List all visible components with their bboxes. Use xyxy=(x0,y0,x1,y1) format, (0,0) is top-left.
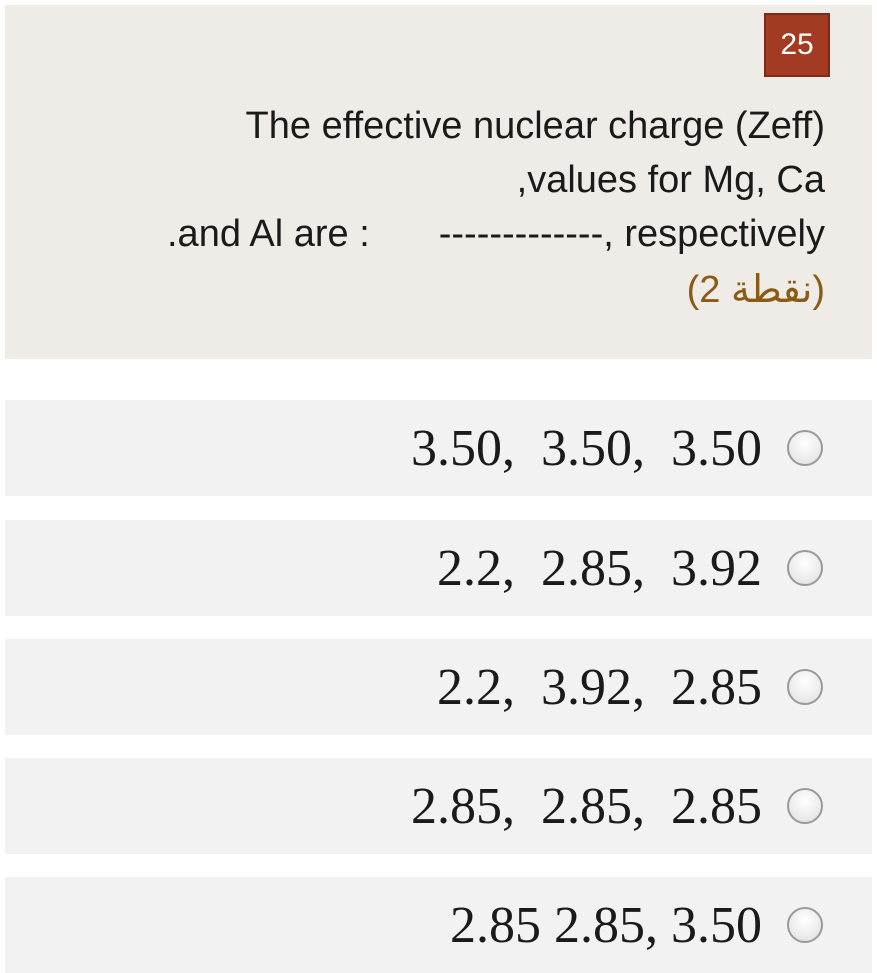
question-text: The effective nuclear charge (Zeff) ,val… xyxy=(125,99,825,261)
radio-button[interactable] xyxy=(787,788,823,824)
answer-option-2[interactable]: 2.2, 2.85, 3.92 xyxy=(5,520,872,616)
radio-button[interactable] xyxy=(787,550,823,586)
answer-option-label: 3.50, 3.50, 3.50 xyxy=(411,419,762,477)
answer-option-label: 2.85 2.85, 3.50 xyxy=(450,896,762,954)
question-line-1: The effective nuclear charge (Zeff) xyxy=(245,105,825,147)
question-line-3: .and Al are : -------------, respectivel… xyxy=(167,207,825,261)
answer-option-label: 2.85, 2.85, 2.85 xyxy=(411,777,762,835)
question-card: 25 The effective nuclear charge (Zeff) ,… xyxy=(5,5,872,359)
question-line-2: ,values for Mg, Ca xyxy=(516,159,825,201)
radio-button[interactable] xyxy=(787,907,823,943)
answer-option-5[interactable]: 2.85 2.85, 3.50 xyxy=(5,877,872,973)
answer-option-4[interactable]: 2.85, 2.85, 2.85 xyxy=(5,758,872,854)
answer-option-label: 2.2, 3.92, 2.85 xyxy=(437,658,762,716)
answer-option-1[interactable]: 3.50, 3.50, 3.50 xyxy=(5,400,872,496)
question-line-3-right: -------------, respectively xyxy=(438,213,825,255)
question-number-badge: 25 xyxy=(764,13,830,77)
question-points: (2 نقطة) xyxy=(686,269,825,311)
radio-button[interactable] xyxy=(787,669,823,705)
answer-option-3[interactable]: 2.2, 3.92, 2.85 xyxy=(5,639,872,735)
question-line-3-left: .and Al are : xyxy=(167,213,370,255)
answer-option-label: 2.2, 2.85, 3.92 xyxy=(437,539,762,597)
radio-button[interactable] xyxy=(787,430,823,466)
